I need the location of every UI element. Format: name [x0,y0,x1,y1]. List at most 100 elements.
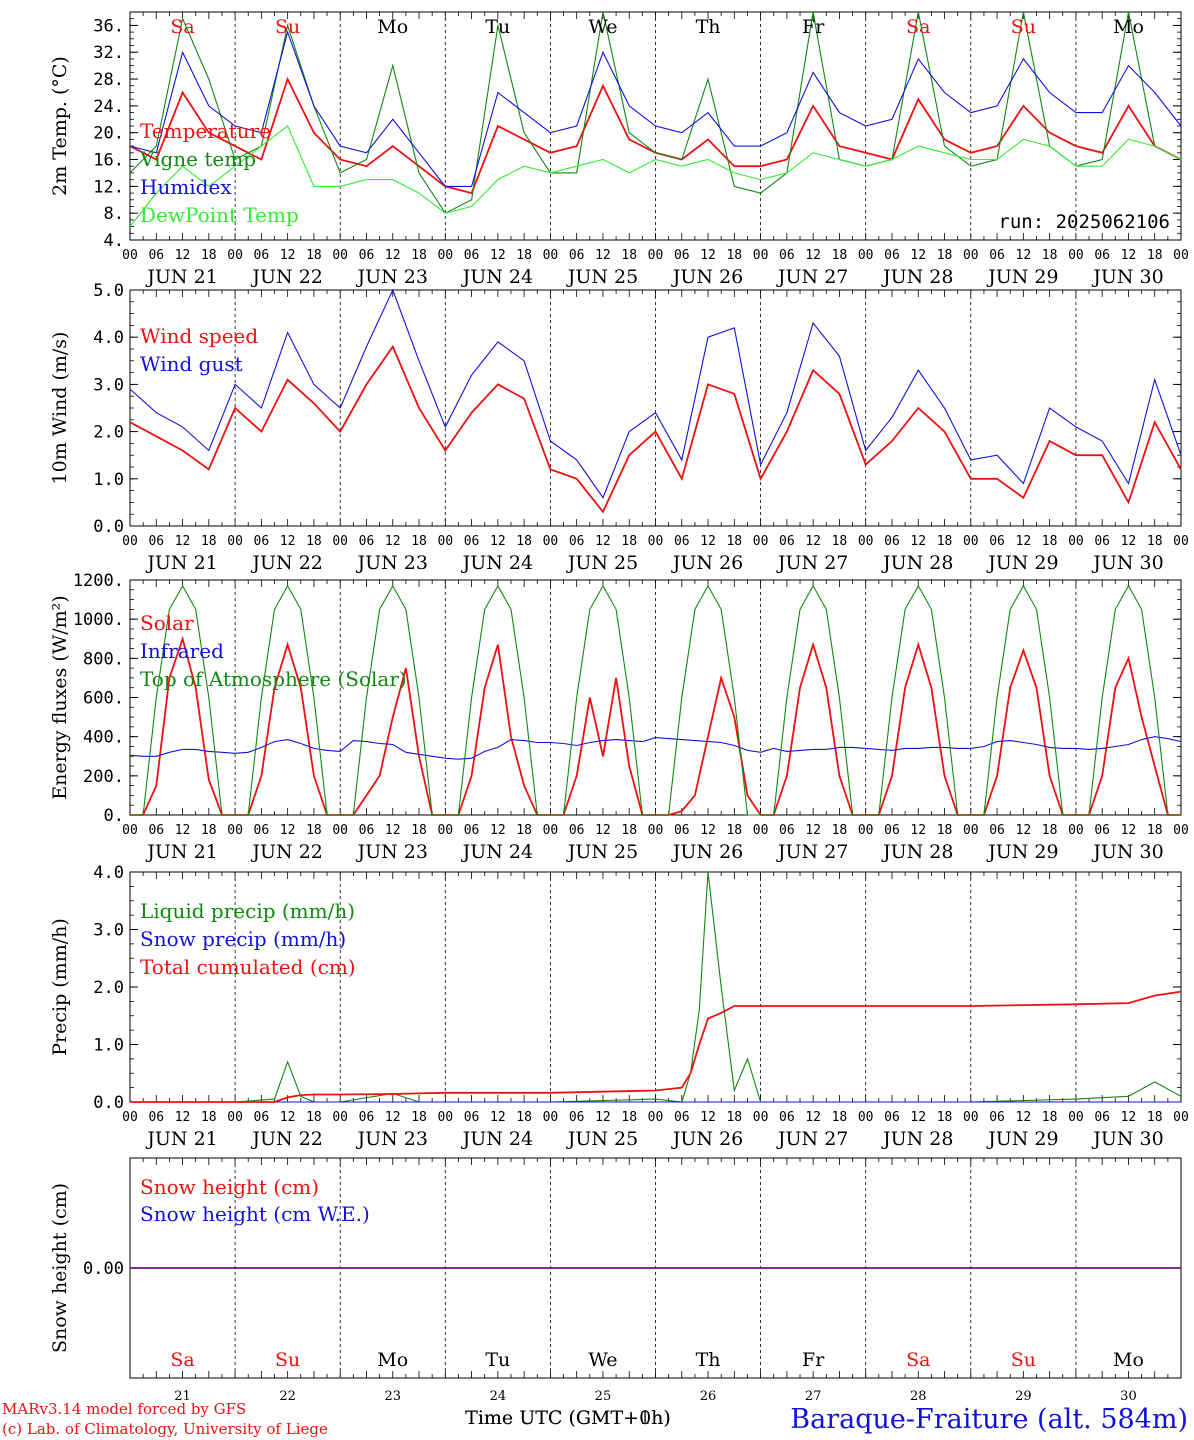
weekday-label: Fr [802,16,825,38]
hour-tick-label: 18 [516,823,532,838]
hour-tick-label: 12 [700,1110,716,1125]
panel-2: 0.0 1.0 2.0 3.0 4.0 5.0 10m Wind (m/s) Wind spe… [49,281,1189,574]
hour-tick-label: 06 [674,1110,690,1125]
hour-tick-label: 06 [148,1110,164,1125]
hour-tick-label: 00 [227,1110,243,1125]
run-label: run: 2025062106 [998,211,1170,233]
series-line-total-cumulated-cm- [130,990,1182,1103]
y-axis-label: Energy fluxes (W/m²) [49,595,71,799]
hour-tick-label: 12 [280,823,296,838]
hour-tick-label: 18 [726,1110,742,1125]
legend-entry: Humidex [140,175,232,199]
y-tick-label: 5.0 [93,281,124,301]
hour-tick-label: 18 [411,823,427,838]
y-tick-label: 1.0 [93,470,124,490]
hour-tick-label: 06 [674,534,690,549]
hour-tick-label: 12 [175,534,191,549]
hour-tick-label: 00 [858,534,874,549]
hour-tick-label: 12 [700,823,716,838]
day-number-label: 28 [910,1389,927,1404]
hour-tick-label: 06 [884,534,900,549]
day-number-label: 29 [1015,1389,1032,1404]
hour-tick-label: 18 [516,248,532,263]
legend-entry: Snow precip (mm/h) [140,927,346,951]
hour-tick-label: 18 [937,1110,953,1125]
hour-tick-label: 06 [464,1110,480,1125]
date-label: JUN 22 [250,266,322,288]
date-label: JUN 21 [145,266,217,288]
hour-tick-label: 00 [963,534,979,549]
date-label: JUN 29 [986,552,1058,574]
hour-tick-label: 18 [1147,1110,1163,1125]
weekday-label: Mo [377,1349,408,1371]
panel-1: 4. 8. 12. 16. 20. 24. 28. 32. 36. 2m Temp. (°C) Te… [49,11,1189,288]
hour-tick-label: 12 [1121,534,1137,549]
weekday-label: Su [1011,1349,1036,1371]
weekday-label: Mo [1113,16,1144,38]
y-tick-label: 32. [93,43,124,63]
y-tick-label: 0. [104,806,124,826]
hour-tick-label: 06 [569,534,585,549]
hour-tick-label: 18 [306,1110,322,1125]
y-tick-label: 1000. [73,610,124,630]
hour-tick-label: 18 [726,534,742,549]
hour-tick-label: 06 [1094,534,1110,549]
hour-tick-label: 00 [1173,534,1189,549]
weekday-label: Sa [170,1349,194,1371]
hour-tick-label: 12 [385,248,401,263]
day-number-label: 27 [805,1389,822,1404]
date-label: JUN 29 [986,841,1058,863]
weekday-label: Sa [170,16,194,38]
hour-tick-label: 06 [254,248,270,263]
hour-tick-label: 06 [359,1110,375,1125]
weekday-label: Su [275,16,300,38]
weekday-label: Su [1011,16,1036,38]
date-label: JUN 23 [356,841,428,863]
hour-tick-label: 06 [148,534,164,549]
hour-tick-label: 00 [753,823,769,838]
date-label: JUN 30 [1091,841,1163,863]
hour-tick-label: 12 [1016,248,1032,263]
hour-tick-label: 18 [306,248,322,263]
hour-tick-label: 00 [753,534,769,549]
hour-tick-label: 06 [359,248,375,263]
hour-tick-label: 06 [779,248,795,263]
hour-tick-label: 00 [122,248,138,263]
hour-tick-label: 12 [805,1110,821,1125]
hour-tick-label: 00 [648,248,664,263]
hour-tick-label: 12 [595,823,611,838]
legend-entry: Wind gust [140,352,243,376]
hour-tick-label: 18 [832,248,848,263]
series-line-top-of-atmosphere-solar- [130,584,1181,816]
series-line-vigne-temp [129,11,1182,214]
day-number-label: 24 [490,1389,507,1404]
weekday-label: Th [696,1349,721,1371]
hour-tick-label: 00 [543,248,559,263]
y-tick-label: 24. [93,97,124,117]
series-line-wind-gust [129,288,1182,499]
station-label: Baraque-Fraiture (alt. 584m) [790,1404,1188,1435]
hour-tick-label: 06 [1094,1110,1110,1125]
date-label: JUN 21 [145,552,217,574]
hour-tick-label: 06 [464,823,480,838]
hour-tick-label: 12 [1121,823,1137,838]
date-label: JUN 26 [671,1128,743,1150]
date-label: JUN 23 [356,1128,428,1150]
hour-tick-label: 18 [411,534,427,549]
hour-tick-label: 12 [280,534,296,549]
hour-tick-label: 06 [254,823,270,838]
hour-tick-label: 12 [385,534,401,549]
date-label: JUN 27 [776,1128,848,1150]
hour-tick-label: 06 [464,248,480,263]
hour-tick-label: 00 [1173,248,1189,263]
hour-tick-label: 00 [963,823,979,838]
hour-tick-label: 00 [1068,534,1084,549]
y-tick-label: 4.0 [93,328,124,348]
date-label: JUN 21 [145,841,217,863]
y-tick-label: 800. [83,649,124,669]
y-tick-label: 0.0 [93,517,124,537]
hour-tick-label: 00 [332,823,348,838]
date-label: JUN 28 [881,1128,953,1150]
hour-tick-label: 18 [1042,823,1058,838]
hour-tick-label: 18 [1147,534,1163,549]
